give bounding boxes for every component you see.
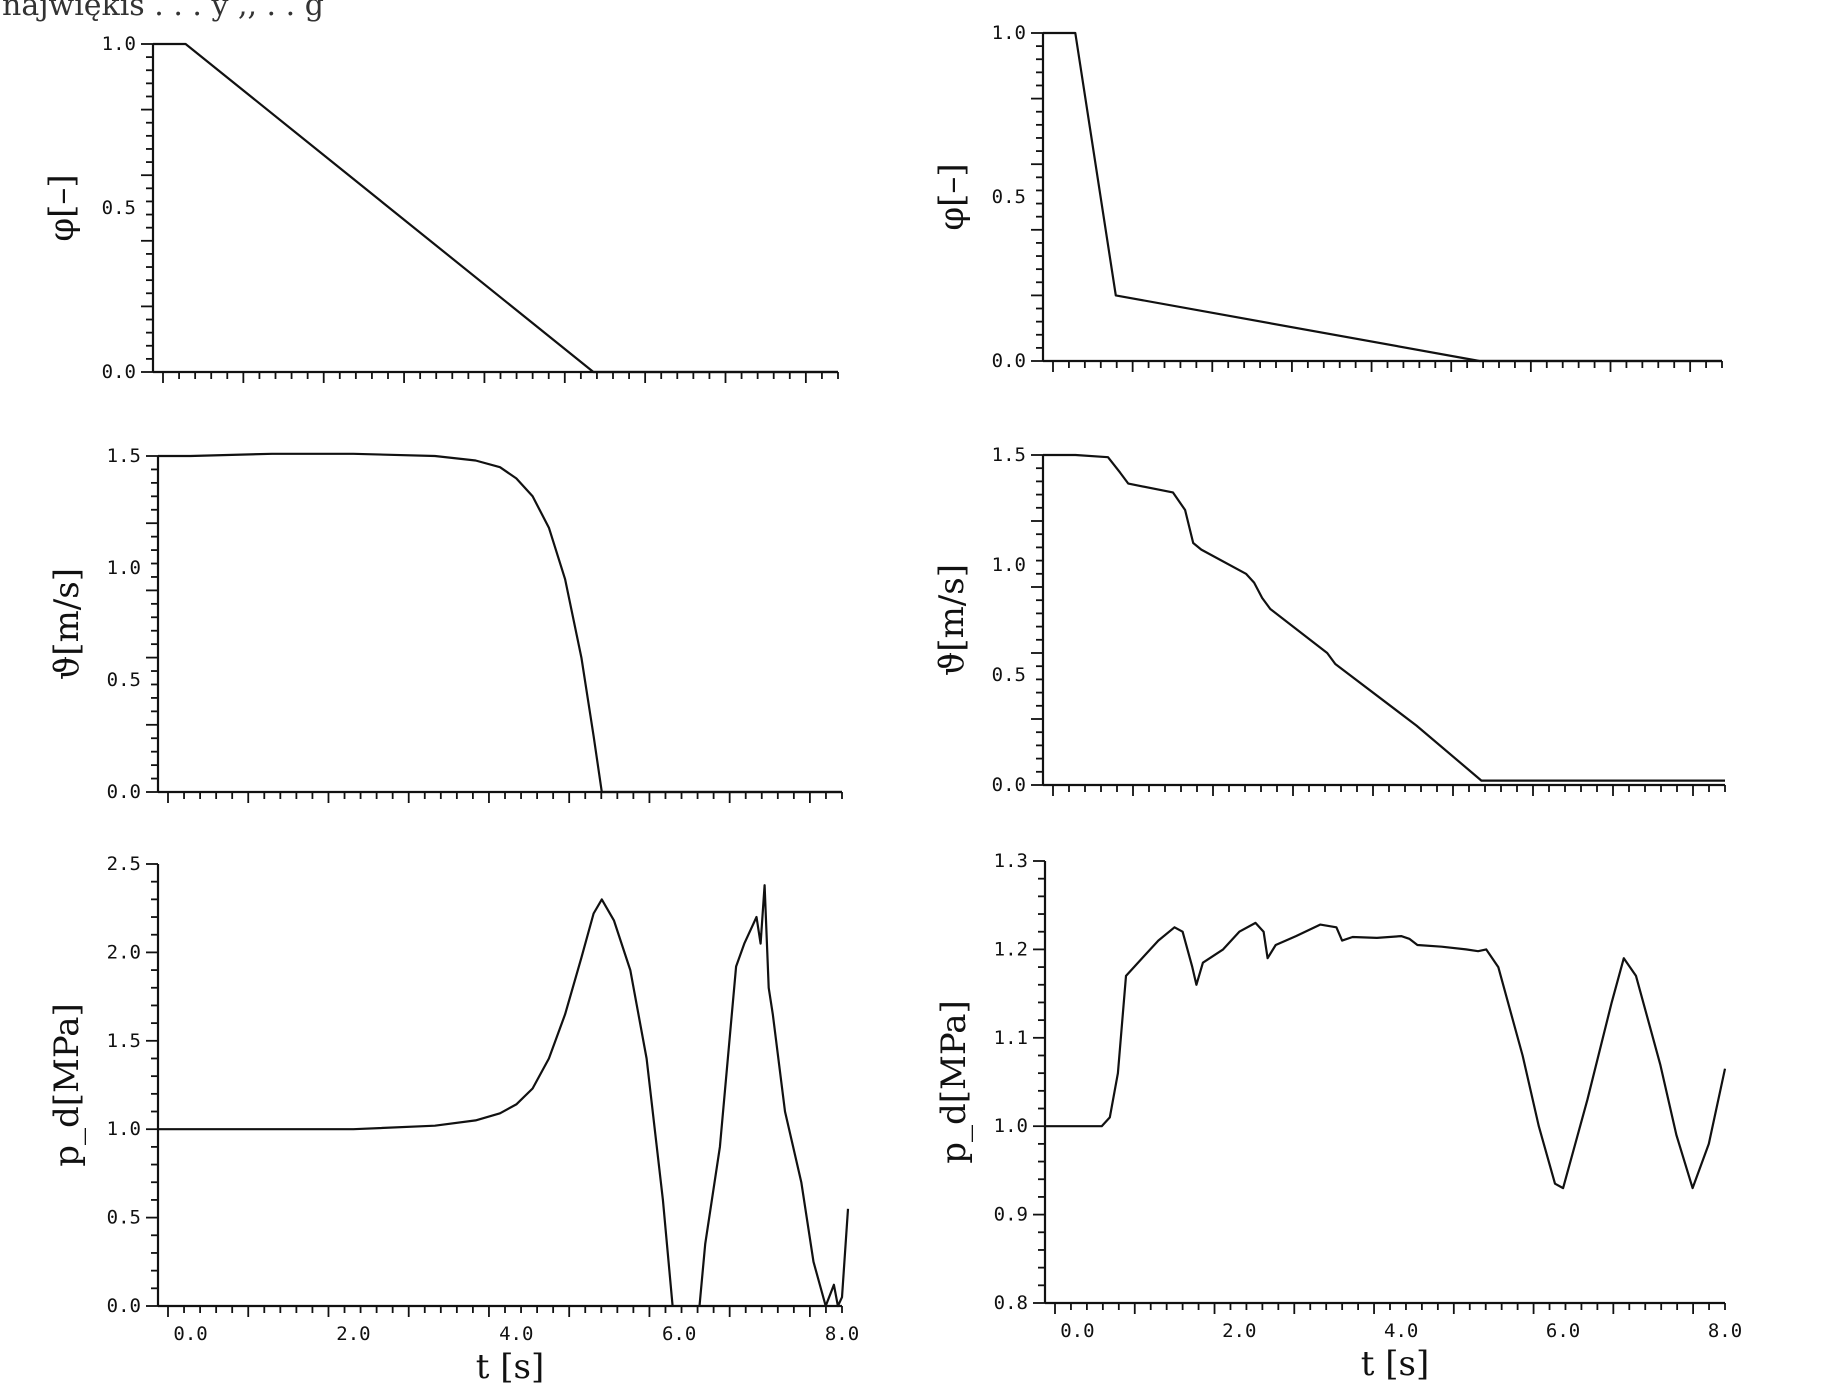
y-tick-label: 1.3 [994, 850, 1028, 872]
chart-panel-top-right: 0.0 0.5 1.0 φ[–] [932, 22, 1723, 372]
x-tick-label: 6.0 [662, 1323, 696, 1345]
series-line [158, 452, 842, 794]
y-tick-label: 0.5 [107, 1207, 141, 1229]
y-tick-label: 1.1 [994, 1027, 1028, 1049]
y-tick-label: 1.0 [107, 1118, 141, 1140]
series-line [158, 884, 850, 1308]
y-tick-label: 1.0 [992, 554, 1026, 576]
y-tick-label: 0.0 [102, 361, 136, 383]
y-tick-label: 1.5 [107, 445, 141, 467]
y-axis-title: φ[–] [932, 163, 972, 230]
x-tick-label: 4.0 [499, 1323, 533, 1345]
y-tick-label: 1.0 [992, 22, 1026, 44]
y-axis-title: ϑ[m/s] [932, 564, 972, 676]
chart-panel-bottom-left: 0.0 0.5 1.0 1.5 2.0 2.5 0.0 2.0 4.0 6.0 8.0 p_d[MPa… [47, 853, 859, 1387]
y-axis-title: φ[–] [42, 174, 82, 241]
y-tick-label: 2.0 [107, 941, 141, 963]
y-tick-label: 1.2 [994, 938, 1028, 960]
x-axis-title: t [s] [1361, 1344, 1429, 1384]
y-tick-label: 1.0 [102, 33, 136, 55]
x-tick-label: 6.0 [1546, 1320, 1580, 1342]
y-tick-label: 1.0 [994, 1115, 1028, 1137]
series-line [1043, 453, 1725, 782]
x-tick-label: 2.0 [336, 1323, 370, 1345]
chart-panel-top-left: 0.0 0.5 1.0 φ[–] [42, 33, 839, 383]
x-tick-label: 4.0 [1384, 1320, 1418, 1342]
y-tick-label: 1.5 [992, 444, 1026, 466]
y-tick-label: 0.8 [994, 1292, 1028, 1314]
y-axis-title: p_d[MPa] [47, 1003, 87, 1167]
y-tick-label: 0.9 [994, 1204, 1028, 1226]
x-tick-label: 8.0 [825, 1323, 859, 1345]
series-line [153, 42, 838, 374]
x-tick-label: 2.0 [1222, 1320, 1256, 1342]
y-tick-label: 0.5 [102, 197, 136, 219]
scanned-text-fragment: najwiękis . . . y ,, . . g [2, 0, 324, 23]
y-tick-label: 1.5 [107, 1030, 141, 1052]
y-axis-title: p_d[MPa] [934, 1000, 974, 1164]
y-tick-label: 0.0 [107, 1295, 141, 1317]
x-tick-label: 0.0 [1060, 1320, 1094, 1342]
y-tick-label: 0.5 [992, 186, 1026, 208]
y-axis-title: ϑ[m/s] [47, 568, 87, 680]
y-tick-label: 0.5 [992, 664, 1026, 686]
chart-panel-bottom-right: 0.8 0.9 1.0 1.1 1.2 1.3 0.0 2.0 4.0 6.0 8.0 p_d[MPa… [934, 850, 1742, 1384]
y-tick-label: 1.0 [107, 557, 141, 579]
y-tick-label: 2.5 [107, 853, 141, 875]
y-tick-label: 0.5 [107, 669, 141, 691]
y-tick-label: 0.0 [107, 781, 141, 803]
chart-panel-middle-right: 0.0 0.5 1.0 1.5 ϑ[m/s] [932, 444, 1726, 796]
series-line [1043, 31, 1722, 363]
y-tick-label: 0.0 [992, 350, 1026, 372]
y-tick-label: 0.0 [992, 774, 1026, 796]
x-tick-label: 0.0 [173, 1323, 207, 1345]
series-line [1045, 921, 1727, 1190]
x-tick-label: 8.0 [1708, 1320, 1742, 1342]
x-axis-title: t [s] [476, 1347, 544, 1387]
chart-panel-middle-left: 0.0 0.5 1.0 1.5 ϑ[m/s] [47, 445, 843, 803]
